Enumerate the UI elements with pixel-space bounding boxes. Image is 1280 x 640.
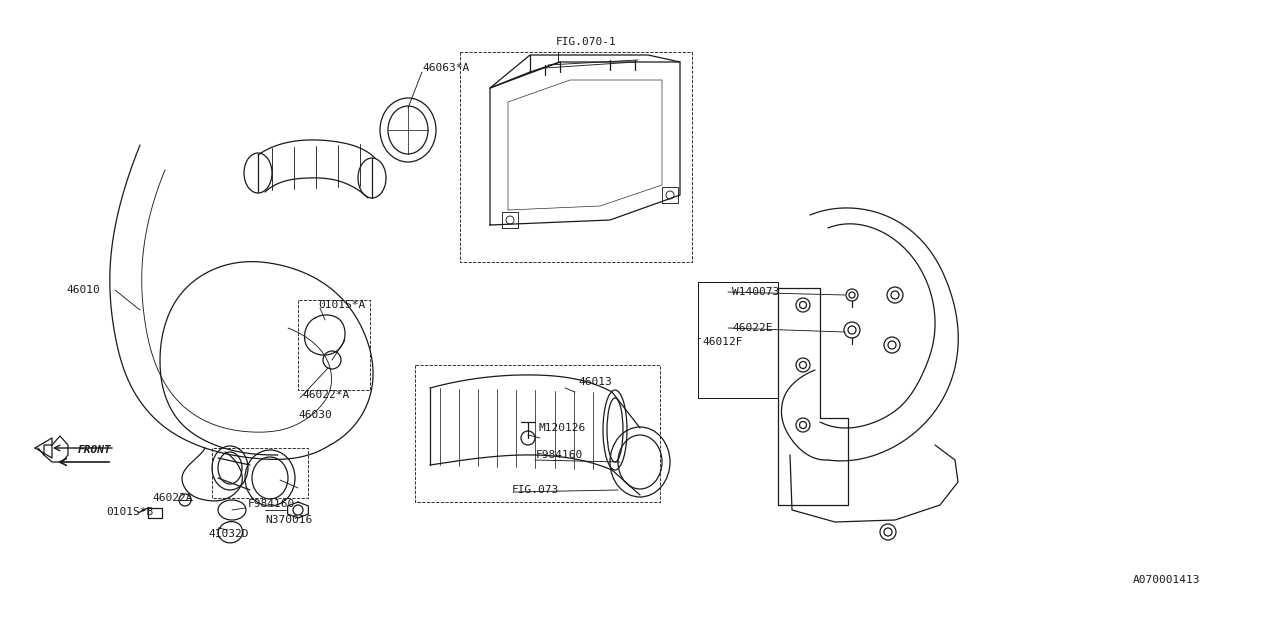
Text: 46022*A: 46022*A [302, 390, 349, 400]
Text: 46030: 46030 [298, 410, 332, 420]
Text: 46012F: 46012F [701, 337, 742, 347]
Text: 0101S*A: 0101S*A [317, 300, 365, 310]
Text: 46022E: 46022E [732, 323, 773, 333]
Text: FIG.073: FIG.073 [512, 485, 559, 495]
Text: M120126: M120126 [538, 423, 585, 433]
Text: F984160: F984160 [536, 450, 584, 460]
Text: 46010: 46010 [67, 285, 100, 295]
Text: W140073: W140073 [732, 287, 780, 297]
Text: FRONT: FRONT [78, 445, 111, 455]
Text: 41032D: 41032D [209, 529, 248, 539]
Text: 46063*A: 46063*A [422, 63, 470, 73]
Text: F984160: F984160 [248, 499, 296, 509]
Text: A070001413: A070001413 [1133, 575, 1201, 585]
Text: 0101S*B: 0101S*B [106, 507, 154, 517]
Text: 46022A: 46022A [152, 493, 192, 503]
Text: N370016: N370016 [265, 515, 312, 525]
Text: 46013: 46013 [579, 377, 612, 387]
Text: FIG.070-1: FIG.070-1 [556, 37, 617, 47]
